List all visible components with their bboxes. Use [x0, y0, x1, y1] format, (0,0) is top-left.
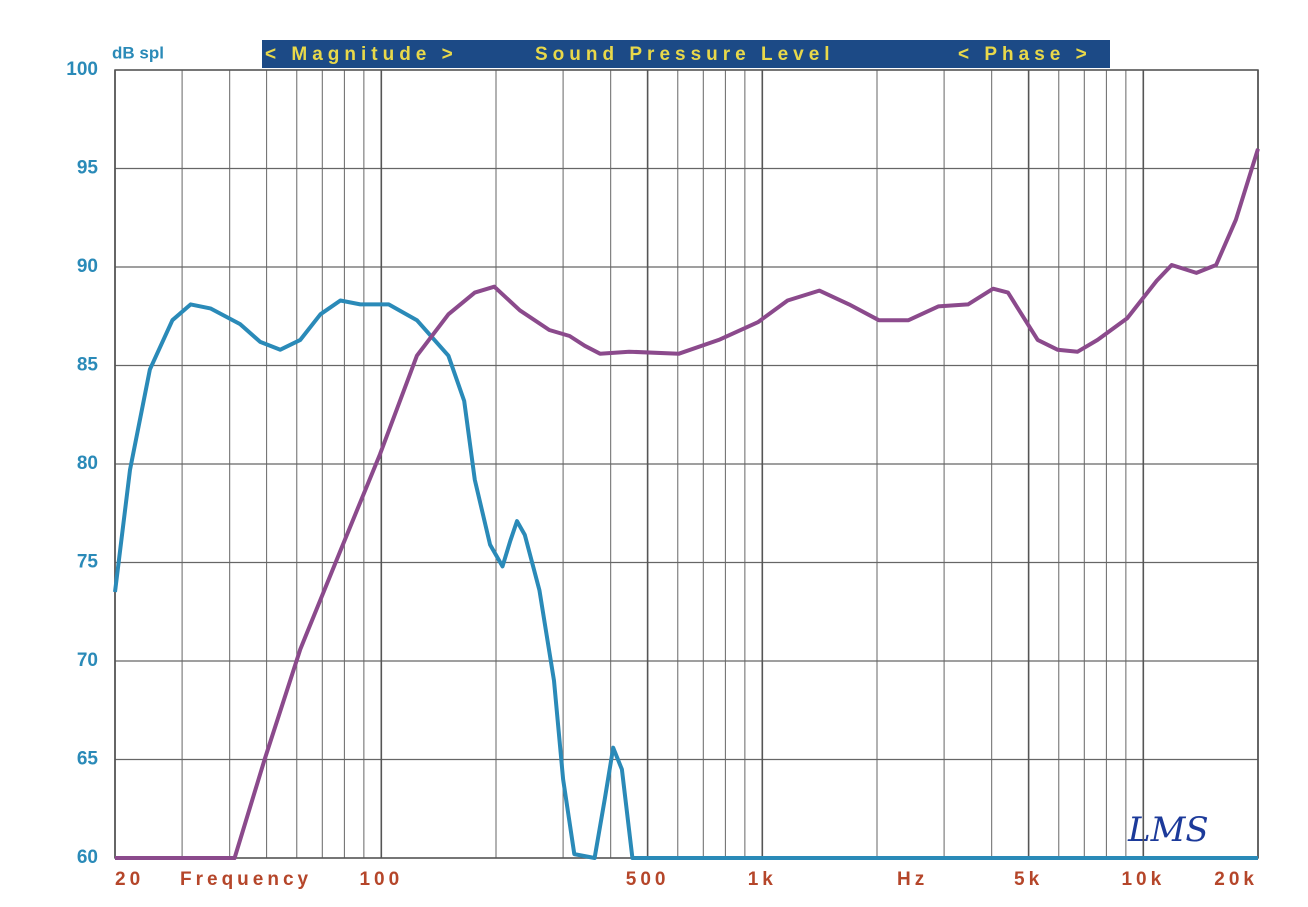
- y-axis-label: dB spl: [112, 43, 164, 62]
- y-tick-label: 100: [66, 59, 98, 80]
- x-tick-label: 20k: [1214, 869, 1258, 890]
- y-tick-label: 80: [77, 453, 98, 474]
- banner: [262, 40, 1110, 68]
- series-line: [115, 148, 1260, 860]
- y-tick-label: 60: [77, 847, 98, 868]
- x-tick-label: 20: [115, 869, 144, 890]
- x-axis-unit: Hz: [897, 869, 928, 890]
- x-axis-label: Frequency: [180, 869, 312, 890]
- logo: LMS: [1127, 810, 1209, 850]
- banner-title: Sound Pressure Level: [535, 44, 835, 65]
- banner-phase: < Phase >: [958, 44, 1092, 65]
- y-tick-label: 95: [77, 158, 99, 179]
- banner-magnitude: < Magnitude >: [265, 44, 458, 65]
- x-tick-label: 10k: [1121, 869, 1165, 890]
- series-line: [113, 298, 1258, 860]
- y-tick-label: 90: [77, 256, 98, 277]
- x-tick-label: 100: [359, 869, 403, 890]
- x-tick-label: 5k: [1014, 869, 1043, 890]
- x-tick-label: 500: [626, 869, 670, 890]
- y-tick-label: 75: [77, 552, 99, 573]
- x-tick-label: 1k: [748, 869, 777, 890]
- y-tick-label: 65: [77, 749, 99, 770]
- y-tick-label: 70: [77, 650, 98, 671]
- y-tick-label: 85: [77, 355, 99, 376]
